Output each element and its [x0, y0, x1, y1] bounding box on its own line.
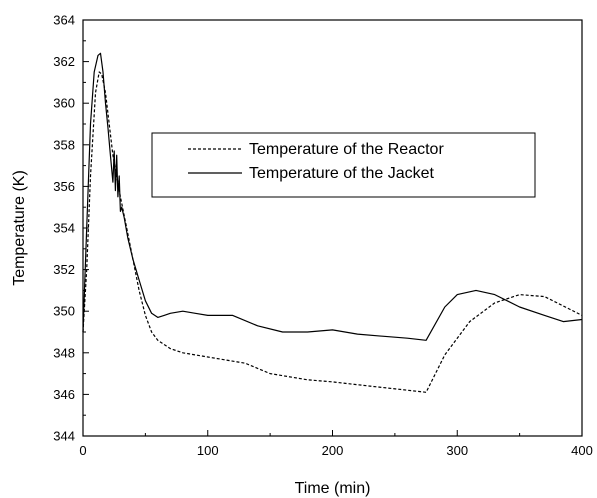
- y-tick-label: 352: [53, 262, 75, 277]
- y-tick-label: 356: [53, 179, 75, 194]
- y-tick-label: 348: [53, 345, 75, 360]
- y-axis-label: Temperature (K): [11, 170, 28, 286]
- y-tick-label: 344: [53, 429, 75, 444]
- legend-label: Temperature of the Reactor: [249, 141, 444, 158]
- y-tick-label: 354: [53, 221, 75, 236]
- y-tick-label: 346: [53, 387, 75, 402]
- y-tick-label: 350: [53, 304, 75, 319]
- plot-area: 0 100 200 300 400 344 346 348 350 352 354 356 358 360…: [53, 13, 593, 459]
- legend: Temperature of the Reactor Temperature of…: [151, 132, 536, 198]
- y-tick-label: 362: [53, 54, 75, 69]
- x-tick-label: 0: [79, 443, 86, 458]
- legend-box: [151, 132, 536, 198]
- plot-frame: [82, 19, 583, 437]
- x-tick-label: 400: [571, 443, 593, 458]
- x-tick-label: 300: [446, 443, 468, 458]
- legend-label: Temperature of the Jacket: [249, 165, 435, 182]
- x-tick-label: 100: [197, 443, 219, 458]
- x-tick-label: 200: [322, 443, 344, 458]
- series-line-jacket: [82, 52, 583, 341]
- x-axis-label: Time (min): [295, 480, 371, 497]
- y-tick-label: 358: [53, 137, 75, 152]
- y-tick-label: 360: [53, 96, 75, 111]
- y-tick-label: 364: [53, 13, 75, 28]
- series-line-reactor: [82, 71, 583, 393]
